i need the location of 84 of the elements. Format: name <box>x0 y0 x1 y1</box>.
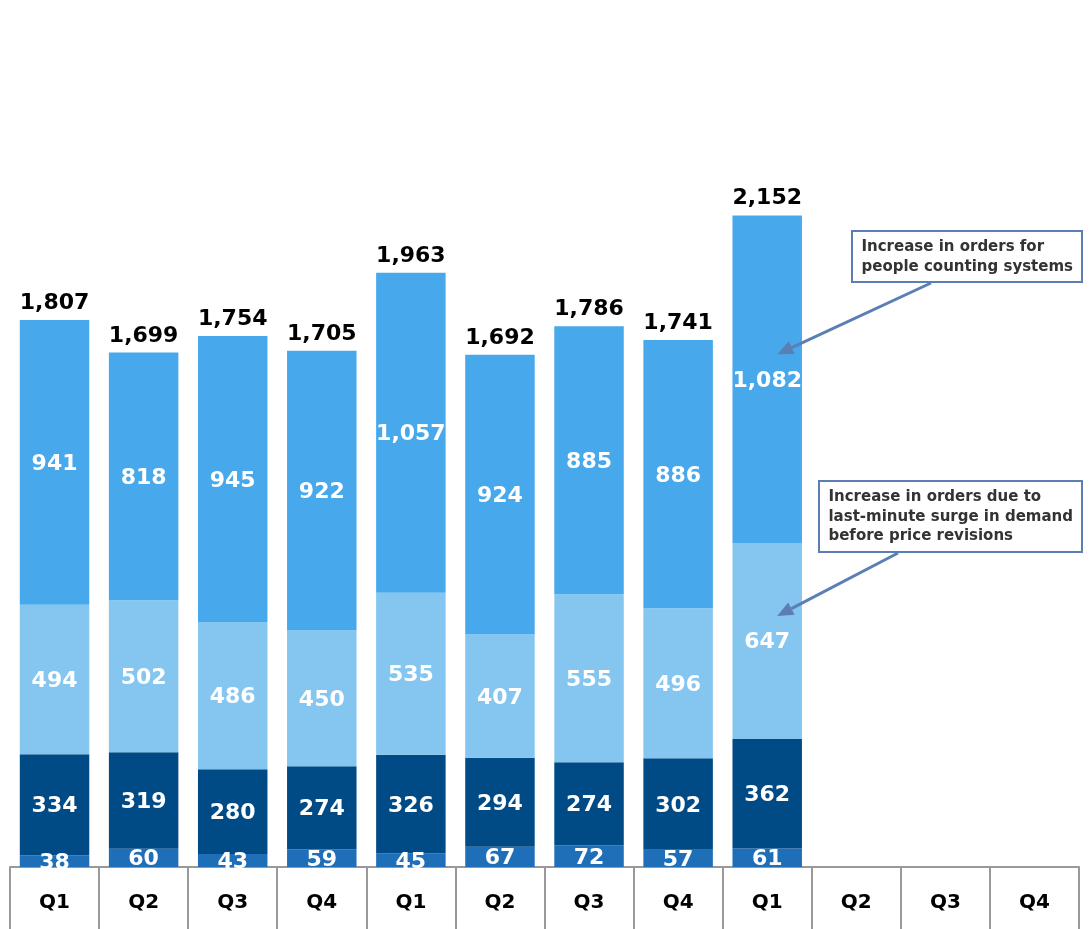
bar <box>554 594 624 763</box>
bar <box>732 215 802 544</box>
annotation: Increase in orders due to last-minute surge in demand before price revisions <box>818 480 1083 553</box>
data-label: 818 <box>120 463 167 489</box>
data-label: 72 <box>573 843 605 869</box>
x-tick-label: Q2 <box>484 889 516 913</box>
data-label: 61 <box>751 845 783 871</box>
data-label: 43 <box>217 847 249 873</box>
total-label: 1,807 <box>19 288 90 314</box>
bar <box>19 604 90 755</box>
data-label: 555 <box>566 665 613 691</box>
bar <box>732 543 802 739</box>
x-tick-label: Q1 <box>395 889 427 913</box>
total-label: 2,152 <box>732 184 802 210</box>
data-label: 535 <box>387 661 434 687</box>
total-label: 1,699 <box>108 321 179 347</box>
data-label: 450 <box>298 685 345 711</box>
x-tick-label: Q4 <box>306 889 338 913</box>
x-tick-label: Q2 <box>840 889 872 913</box>
data-label: 326 <box>387 791 434 817</box>
data-label: 302 <box>655 791 702 817</box>
bar <box>108 752 179 849</box>
data-label: 294 <box>476 789 523 815</box>
bar <box>465 354 535 635</box>
data-label: 59 <box>306 845 338 871</box>
data-label: 407 <box>476 683 523 709</box>
bar <box>465 634 535 758</box>
data-label: 502 <box>120 663 167 689</box>
bar <box>287 350 357 630</box>
data-label: 1,057 <box>376 420 446 446</box>
data-label: 941 <box>31 449 78 475</box>
bar <box>465 757 535 847</box>
data-label: 922 <box>298 477 345 503</box>
bar <box>643 758 713 850</box>
total-label: 1,692 <box>465 323 535 349</box>
bar <box>108 352 179 601</box>
data-label: 274 <box>298 795 345 821</box>
bar <box>643 608 713 759</box>
total-label: 1,963 <box>376 241 446 267</box>
x-tick-label: Q4 <box>662 889 694 913</box>
bar <box>19 319 90 605</box>
data-label: 60 <box>128 845 159 871</box>
bar <box>376 592 446 755</box>
bar <box>643 339 713 609</box>
x-tick-label: Q3 <box>217 889 249 913</box>
x-tick-label: Q1 <box>39 889 70 913</box>
data-label: 945 <box>209 466 256 492</box>
bar <box>108 600 179 753</box>
data-label: 494 <box>31 667 78 693</box>
bar <box>287 629 357 767</box>
data-label: 885 <box>566 447 613 473</box>
data-label: 319 <box>120 788 167 814</box>
annotation: Increase in orders for people counting systems <box>851 230 1083 283</box>
data-label: 362 <box>744 781 791 807</box>
data-label: 486 <box>209 683 256 709</box>
bar <box>554 326 624 595</box>
data-label: 496 <box>655 670 702 696</box>
data-label: 886 <box>655 461 702 487</box>
data-label: 57 <box>662 845 694 871</box>
x-tick-label: Q3 <box>573 889 605 913</box>
total-label: 1,754 <box>197 304 268 330</box>
bar <box>732 738 802 849</box>
bar <box>197 335 268 623</box>
data-label: 334 <box>31 792 78 818</box>
x-tick-label: Q1 <box>751 889 783 913</box>
x-tick-label: Q2 <box>128 889 160 913</box>
bar <box>376 754 446 854</box>
bar <box>554 762 624 846</box>
x-tick-label: Q4 <box>1019 889 1050 913</box>
bar <box>287 766 357 850</box>
total-label: 1,741 <box>643 308 713 334</box>
bar <box>376 272 446 593</box>
data-label: 280 <box>209 799 256 825</box>
total-label: 1,786 <box>554 295 624 321</box>
total-label: 1,705 <box>286 319 357 345</box>
bar <box>197 622 268 770</box>
bar <box>197 769 268 854</box>
data-label: 274 <box>566 791 613 817</box>
data-label: 67 <box>484 844 516 870</box>
data-label: 924 <box>476 482 523 508</box>
x-tick-label: Q3 <box>929 889 961 913</box>
data-label: 45 <box>395 847 427 873</box>
data-label: 1,082 <box>732 366 803 392</box>
data-label: 647 <box>744 628 791 654</box>
